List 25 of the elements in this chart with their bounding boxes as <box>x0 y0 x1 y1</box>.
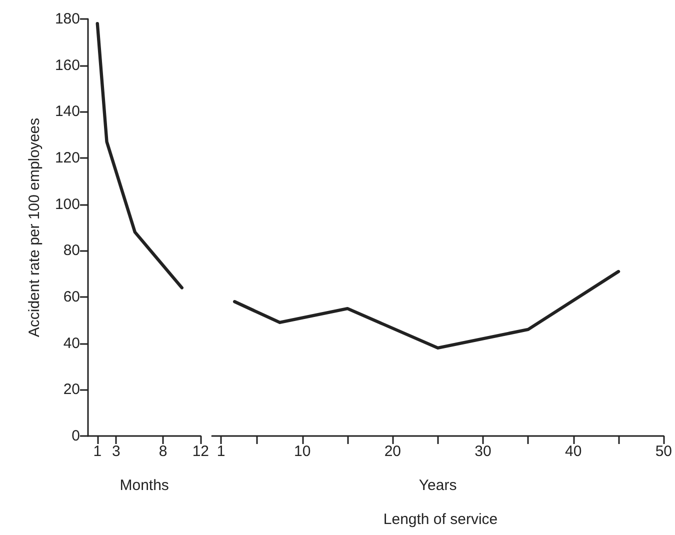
y-axis-title: Accident rate per 100 employees <box>26 118 43 338</box>
y-tick-label: 160 <box>54 56 80 74</box>
line-series <box>96 22 184 290</box>
y-tick-label: 60 <box>63 288 80 306</box>
y-tick-label: 40 <box>63 334 80 352</box>
x-tick-label: 40 <box>564 443 582 460</box>
text: Length of service <box>383 511 498 528</box>
y-tick-label: 140 <box>54 103 80 120</box>
y-tick-label: 0 <box>72 428 80 444</box>
x-tick-label: 12 <box>192 443 209 460</box>
x-tick-label: 1 <box>216 443 226 460</box>
x-tick-label: 50 <box>655 443 672 460</box>
x-tick-label: 20 <box>384 443 402 460</box>
y-tick-label: 80 <box>63 242 80 260</box>
y-tick-label: 180 <box>54 10 80 28</box>
x-tick-label: 3 <box>112 443 120 460</box>
x-tick-label: 1 <box>93 443 102 460</box>
x-axis-title: Months <box>120 477 169 494</box>
x-tick-label: 10 <box>294 443 311 460</box>
y-tick-label: 120 <box>54 150 80 166</box>
x-tick-label: 30 <box>474 443 492 460</box>
x-tick-label: 8 <box>158 443 168 460</box>
x-axis-title: Years <box>418 477 457 494</box>
y-tick-label: 20 <box>63 381 80 398</box>
y-tick-label: 100 <box>54 196 80 213</box>
